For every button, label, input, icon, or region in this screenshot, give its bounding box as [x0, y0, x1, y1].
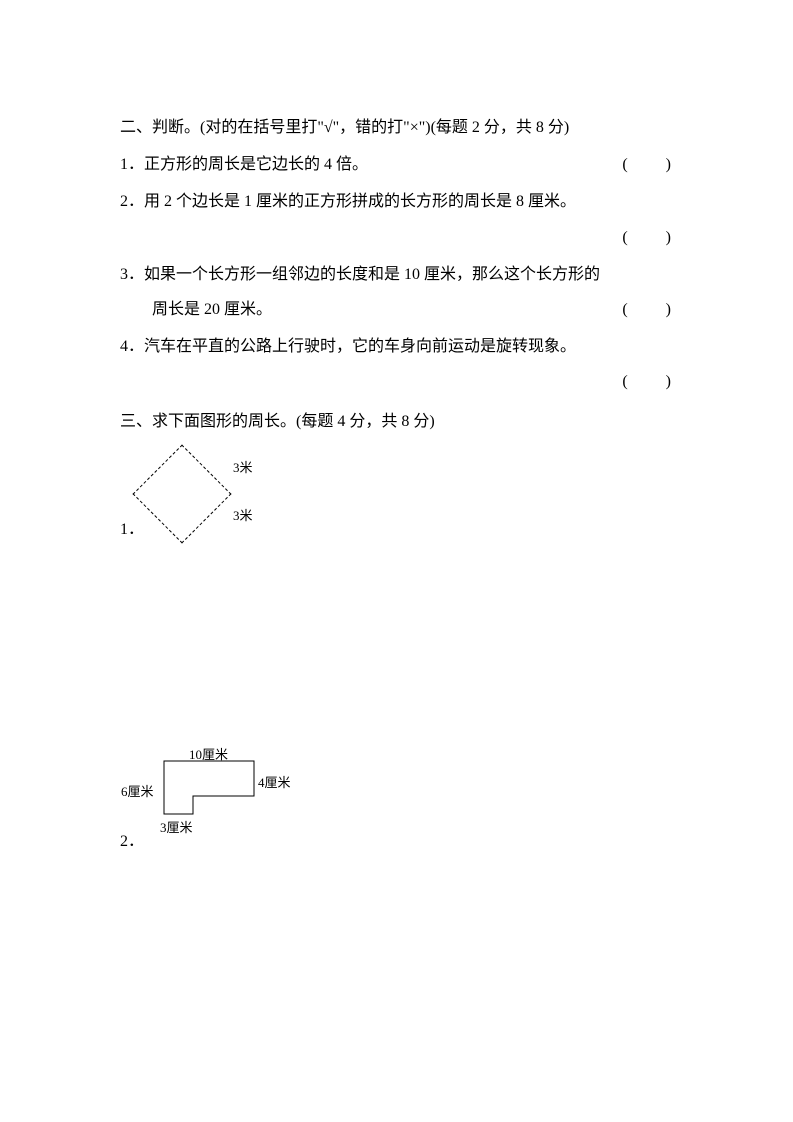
section-2-header: 二、判断。(对的在括号里打"√"，错的打"×")(每题 2 分，共 8 分)	[120, 110, 673, 145]
question-text-line2-row: 周长是 20 厘米。 ( )	[120, 292, 673, 327]
diamond-shape	[133, 444, 232, 543]
answer-bracket: ( )	[622, 292, 673, 327]
figure-2-label-left: 6厘米	[121, 778, 154, 807]
question-text: 1．正方形的周长是它边长的 4 倍。	[120, 147, 622, 182]
question-text-line1: 3．如果一个长方形一组邻边的长度和是 10 厘米，那么这个长方形的	[120, 257, 673, 292]
q-body: 用 2 个边长是 1 厘米的正方形拼成的长方形的周长是 8 厘米。	[144, 193, 576, 210]
answer-bracket-row: ( )	[120, 220, 673, 255]
q-body: 正方形的周长是它边长的 4 倍。	[144, 156, 368, 173]
figure-1-label-top: 3米	[233, 454, 253, 483]
answer-bracket: ( )	[622, 147, 673, 182]
answer-bracket-row: ( )	[120, 364, 673, 399]
figure-2-number: 2．	[120, 824, 144, 859]
figure-2-svg-wrap: 10厘米 6厘米 4厘米 3厘米	[142, 759, 673, 830]
figure-2-label-bottom: 3厘米	[160, 814, 193, 843]
figure-2-label-top: 10厘米	[189, 741, 228, 770]
figure-1-label-bottom: 3米	[233, 502, 253, 531]
question-2-2: 2．用 2 个边长是 1 厘米的正方形拼成的长方形的周长是 8 厘米。 ( )	[120, 184, 673, 254]
question-2-3: 3．如果一个长方形一组邻边的长度和是 10 厘米，那么这个长方形的 周长是 20…	[120, 257, 673, 327]
figure-1-container: 1． 3米 3米	[120, 454, 673, 539]
question-2-1: 1．正方形的周长是它边长的 4 倍。 ( )	[120, 147, 673, 182]
figure-2-label-right: 4厘米	[258, 769, 291, 798]
q-num: 3．	[120, 266, 144, 283]
q-body: 汽车在平直的公路上行驶时，它的车身向前运动是旋转现象。	[144, 338, 576, 355]
q-num: 1．	[120, 156, 144, 173]
question-text: 4．汽车在平直的公路上行驶时，它的车身向前运动是旋转现象。	[120, 329, 673, 364]
q-body-line1: 如果一个长方形一组邻边的长度和是 10 厘米，那么这个长方形的	[144, 266, 600, 283]
figure-1: 1． 3米 3米	[142, 454, 282, 539]
section-3-header: 三、求下面图形的周长。(每题 4 分，共 8 分)	[120, 404, 673, 439]
answer-bracket: ( )	[622, 373, 673, 390]
question-2-4: 4．汽车在平直的公路上行驶时，它的车身向前运动是旋转现象。 ( )	[120, 329, 673, 399]
q-num: 4．	[120, 338, 144, 355]
q-num: 2．	[120, 193, 144, 210]
figure-2-container: 2． 10厘米 6厘米 4厘米 3厘米	[142, 759, 673, 830]
answer-bracket: ( )	[622, 229, 673, 246]
question-text: 2．用 2 个边长是 1 厘米的正方形拼成的长方形的周长是 8 厘米。	[120, 184, 673, 219]
figure-1-number: 1．	[120, 512, 144, 547]
q-body-line2: 周长是 20 厘米。	[152, 292, 622, 327]
